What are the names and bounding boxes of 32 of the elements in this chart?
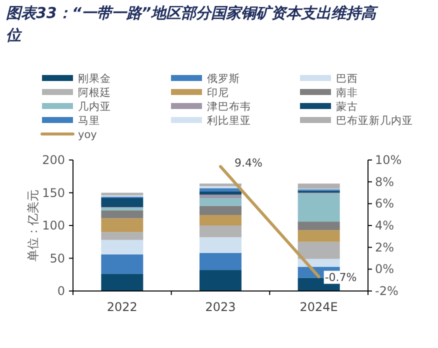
y2-tick-label: 8%: [375, 174, 394, 189]
legend-label: 巴西: [336, 73, 358, 85]
legend-label: 津巴布韦: [207, 100, 251, 113]
legend-label: 南非: [336, 86, 358, 99]
y-tick-label: 150: [42, 186, 65, 200]
data-label: -0.7%: [324, 270, 357, 284]
y2-tick-label: 10%: [375, 153, 402, 167]
y-tick-label: 50: [50, 251, 65, 266]
y2-tick-label: 4%: [375, 218, 394, 232]
legend-label: 阿根廷: [78, 87, 111, 99]
chart-title: 图表33：“一带一路”地区部分国家铜矿资本支出维持高位: [6, 4, 380, 44]
legend-label: yoy: [78, 129, 97, 141]
legend-label: 印尼: [207, 86, 229, 99]
legend-label: 俄罗斯: [207, 72, 240, 85]
y2-tick-label: 6%: [375, 196, 394, 211]
y-tick-label: 200: [42, 153, 65, 167]
legend-label: 马里: [78, 115, 100, 127]
y2-tick-label: -2%: [375, 284, 398, 298]
legend-label: 几内亚: [78, 100, 111, 113]
x-tick-label: 2023: [205, 300, 236, 314]
y-tick-label: 0: [57, 284, 65, 298]
legend-label: 巴布亚新几内亚: [336, 114, 413, 127]
y2-tick-label: 0%: [375, 262, 394, 276]
y-tick-label: 100: [42, 218, 65, 232]
y2-tick-label: 2%: [375, 240, 394, 254]
y-axis-title: 单位：亿美元: [26, 190, 40, 262]
x-tick-label: 2022: [106, 300, 138, 314]
legend-label: 蒙古: [336, 100, 358, 113]
x-tick-label: 2024E: [300, 300, 338, 314]
data-label: 9.4%: [234, 156, 262, 170]
legend-label: 利比里亚: [207, 114, 251, 127]
legend-label: 刚果金: [78, 73, 111, 85]
